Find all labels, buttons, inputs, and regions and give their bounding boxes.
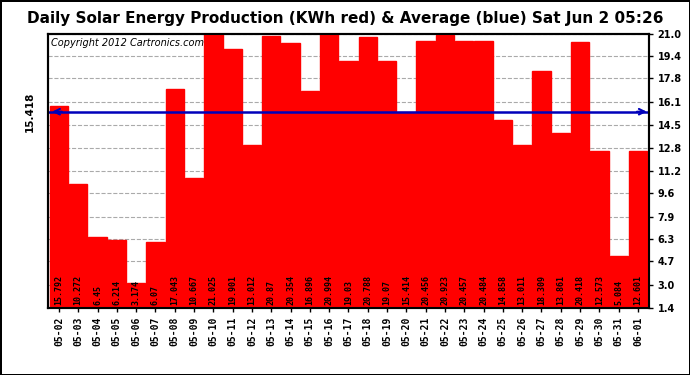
Text: 14.858: 14.858: [498, 275, 507, 305]
Bar: [339, 61, 357, 327]
Text: 15.414: 15.414: [402, 275, 411, 305]
Bar: [301, 91, 319, 327]
Text: 6.07: 6.07: [151, 285, 160, 305]
Text: Daily Solar Energy Production (KWh red) & Average (blue) Sat Jun 2 05:26: Daily Solar Energy Production (KWh red) …: [27, 11, 663, 26]
Text: 20.418: 20.418: [575, 275, 584, 305]
Text: 16.896: 16.896: [306, 275, 315, 305]
Bar: [224, 49, 241, 327]
Text: 15.418: 15.418: [25, 92, 35, 132]
Text: 6.45: 6.45: [93, 285, 102, 305]
Bar: [127, 283, 146, 327]
Bar: [551, 134, 570, 327]
Text: 12.601: 12.601: [633, 275, 642, 305]
Bar: [320, 34, 338, 327]
Text: 20.457: 20.457: [460, 275, 469, 305]
Bar: [532, 71, 551, 327]
Text: 13.011: 13.011: [518, 275, 526, 305]
Text: 5.084: 5.084: [614, 280, 623, 305]
Bar: [282, 43, 299, 327]
Text: Copyright 2012 Cartronics.com: Copyright 2012 Cartronics.com: [51, 38, 204, 48]
Text: 20.484: 20.484: [479, 275, 488, 305]
Bar: [146, 242, 165, 327]
Bar: [417, 41, 435, 327]
Text: 18.309: 18.309: [537, 275, 546, 305]
Bar: [397, 112, 415, 327]
Text: 20.788: 20.788: [363, 275, 372, 305]
Bar: [455, 41, 473, 327]
Text: 10.272: 10.272: [74, 275, 83, 305]
Text: 13.861: 13.861: [556, 275, 565, 305]
Text: 15.792: 15.792: [55, 275, 63, 305]
Bar: [359, 37, 377, 327]
Bar: [166, 89, 184, 327]
Bar: [69, 184, 88, 327]
Text: 20.923: 20.923: [440, 275, 449, 305]
Bar: [513, 146, 531, 327]
Text: 13.012: 13.012: [248, 275, 257, 305]
Bar: [571, 42, 589, 327]
Bar: [262, 36, 280, 327]
Bar: [436, 35, 454, 327]
Text: 20.456: 20.456: [421, 275, 430, 305]
Text: 3.174: 3.174: [132, 280, 141, 305]
Text: 17.043: 17.043: [170, 275, 179, 305]
Bar: [243, 146, 261, 327]
Text: 10.667: 10.667: [190, 275, 199, 305]
Text: 12.573: 12.573: [595, 275, 604, 305]
Text: 20.994: 20.994: [325, 275, 334, 305]
Text: 21.025: 21.025: [209, 275, 218, 305]
Bar: [204, 33, 222, 327]
Bar: [629, 151, 647, 327]
Text: 6.214: 6.214: [112, 280, 121, 305]
Bar: [378, 61, 396, 327]
Bar: [185, 178, 203, 327]
Bar: [494, 120, 512, 327]
Bar: [609, 256, 628, 327]
Text: 20.354: 20.354: [286, 275, 295, 305]
Bar: [590, 152, 609, 327]
Text: 19.03: 19.03: [344, 280, 353, 305]
Bar: [108, 240, 126, 327]
Bar: [88, 237, 107, 327]
Text: 20.87: 20.87: [267, 280, 276, 305]
Text: 19.07: 19.07: [382, 280, 391, 305]
Text: 19.901: 19.901: [228, 275, 237, 305]
Bar: [475, 41, 493, 327]
Bar: [50, 106, 68, 327]
